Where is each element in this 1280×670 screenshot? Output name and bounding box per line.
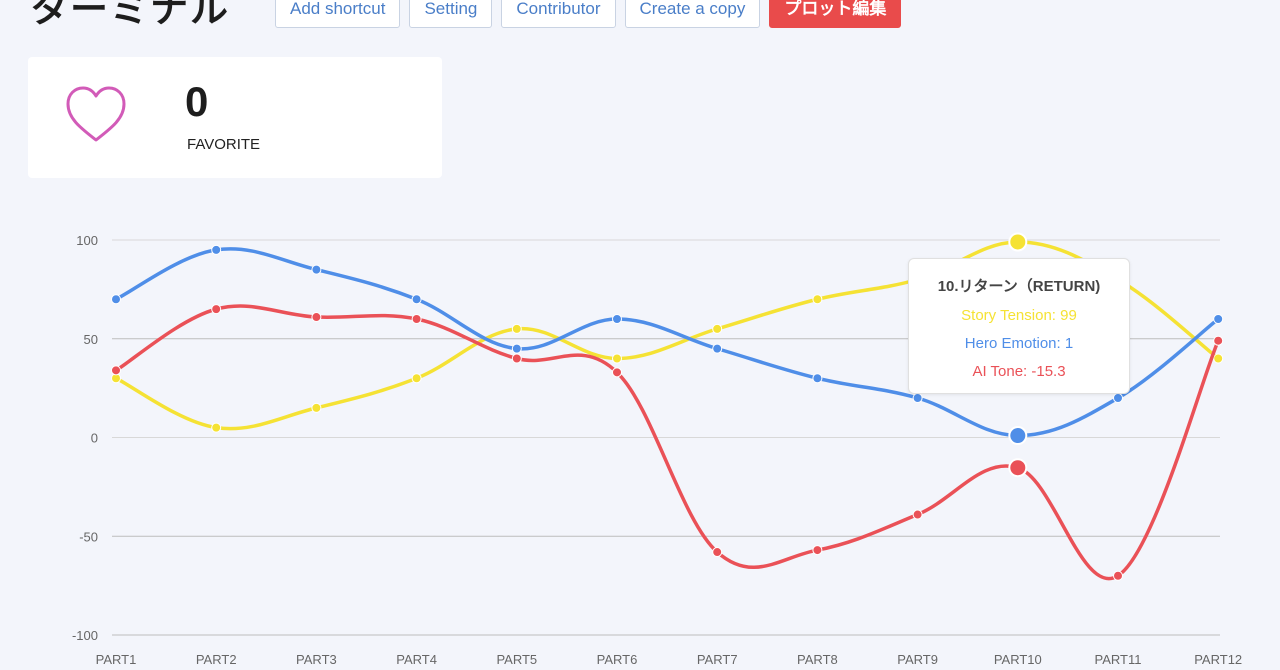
data-point [411,314,422,324]
data-point [311,402,322,413]
x-tick-label: PART6 [597,652,638,667]
x-tick-label: PART7 [697,652,738,667]
favorite-label: FAVORITE [187,136,261,153]
x-tick-label: PART3 [296,652,337,667]
setting-button[interactable]: Setting [409,0,493,28]
data-point [411,294,422,305]
y-tick-label: -50 [79,529,98,544]
data-point [812,545,823,556]
favorite-count: 0 [185,78,209,125]
data-point [211,422,222,433]
x-tick-label: PART9 [897,652,938,667]
edit-plot-button[interactable]: プロット編集 [769,0,902,28]
data-point [311,312,322,323]
data-point [1113,393,1123,403]
data-point [612,367,622,378]
data-point [1213,314,1224,324]
contributor-button[interactable]: Contributor [501,0,616,28]
data-point [511,343,522,354]
data-point [812,373,823,384]
favorite-card [28,57,442,178]
data-point [511,323,522,334]
y-tick-label: 100 [76,233,98,248]
x-tick-label: PART5 [496,652,537,667]
data-point [311,264,322,275]
data-point [1113,570,1123,581]
x-tick-label: PART11 [1095,652,1142,667]
series-line-1 [115,247,1220,438]
y-tick-label: 0 [91,431,98,446]
data-point [712,547,723,558]
data-point [111,365,121,376]
data-point [411,373,422,384]
heart-icon[interactable] [64,85,128,145]
tooltip-story-tension: Story Tension: 99 [961,307,1077,324]
data-point [511,353,522,364]
series-line-0 [115,240,1220,431]
data-point [612,314,622,324]
data-point [912,509,923,520]
data-point [1213,353,1224,364]
add-shortcut-button[interactable]: Add shortcut [275,0,401,28]
data-point [1213,335,1224,346]
data-point [912,393,923,403]
toolbar: Add shortcut Setting Contributor Create … [275,0,902,28]
x-tick-label: PART4 [396,652,437,667]
x-tick-label: PART12 [1194,652,1242,667]
x-tick-label: PART8 [797,652,838,667]
page-title: ターミナル [30,0,231,31]
x-tick-label: PART2 [196,652,237,667]
data-point [211,244,222,255]
data-point [111,294,121,305]
data-point [812,294,823,305]
data-point [712,323,723,334]
x-tick-label: PART1 [96,652,137,667]
chart-tooltip: 10.リターン（RETURN) Story Tension: 99 Hero E… [908,258,1130,394]
data-point [1008,458,1028,478]
data-point [1008,232,1028,252]
data-point [612,353,622,364]
tooltip-title: 10.リターン（RETURN) [937,278,1101,295]
tooltip-hero-emotion: Hero Emotion: 1 [964,335,1074,352]
create-copy-button[interactable]: Create a copy [624,0,761,28]
data-point [211,304,222,315]
y-tick-label: -100 [72,628,98,643]
tooltip-ai-tone: AI Tone: -15.3 [972,363,1066,380]
data-point [1008,426,1028,446]
data-point [712,343,723,354]
y-tick-label: 50 [84,332,98,347]
x-tick-label: PART10 [994,652,1042,667]
